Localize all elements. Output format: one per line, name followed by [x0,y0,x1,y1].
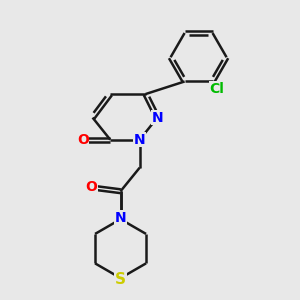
Text: Cl: Cl [209,82,224,96]
Text: N: N [152,111,163,124]
Text: N: N [115,211,126,225]
Text: S: S [115,272,126,287]
Text: O: O [85,180,97,194]
Text: O: O [77,133,89,147]
Text: N: N [134,133,146,147]
